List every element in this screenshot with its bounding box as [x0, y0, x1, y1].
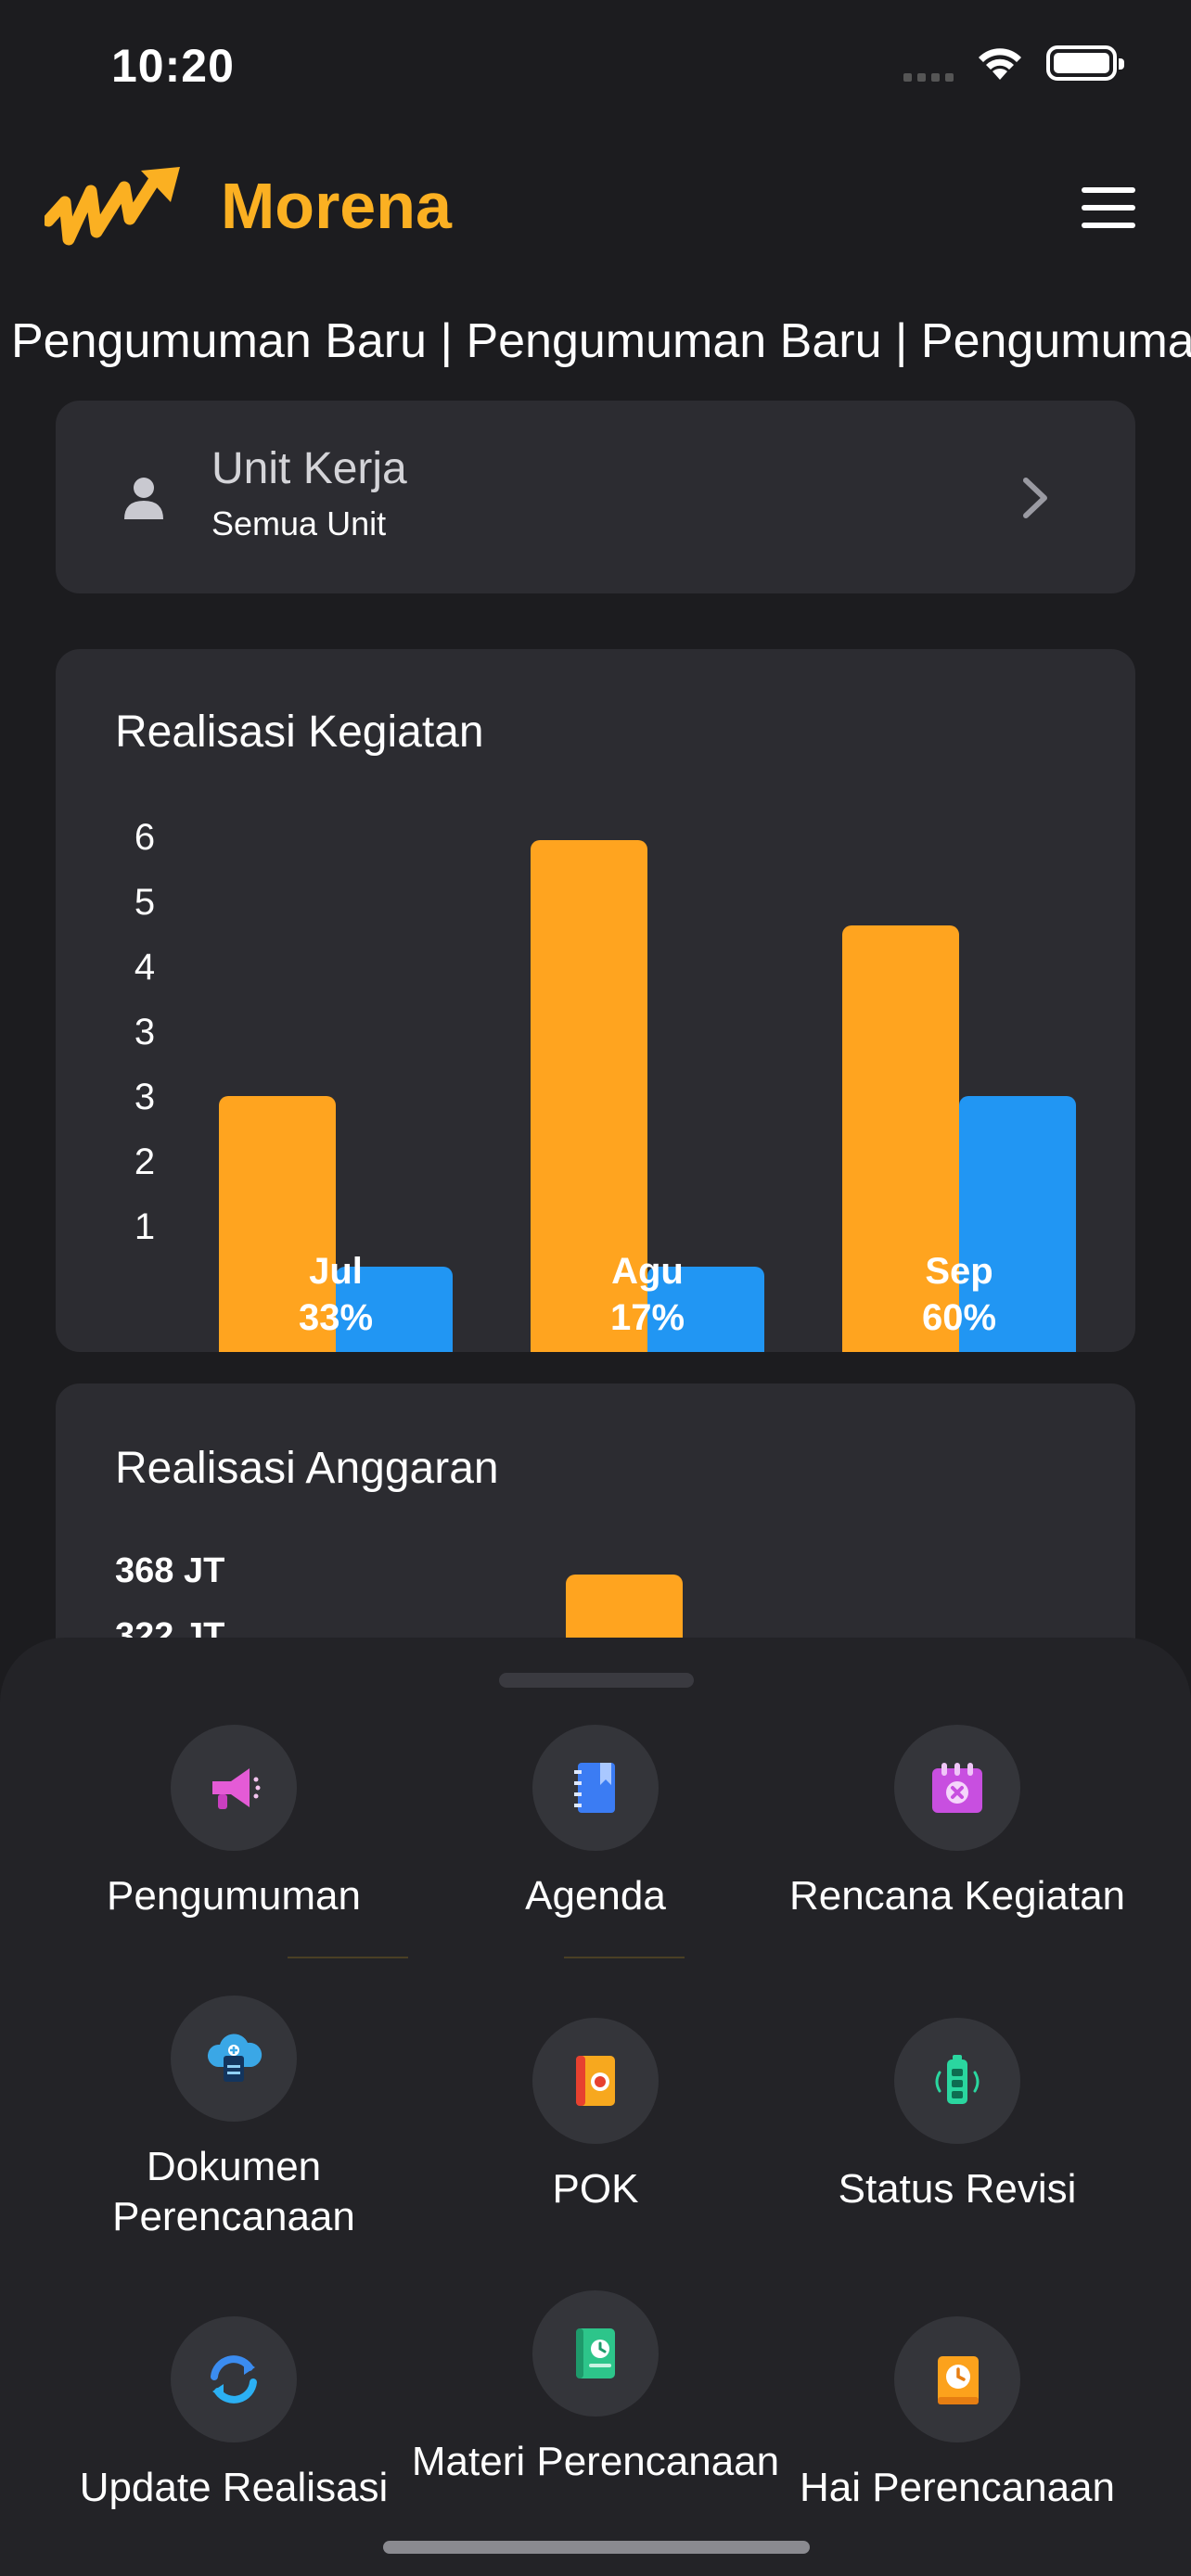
chevron-right-icon: [1023, 478, 1047, 518]
battery-icon: [1046, 45, 1124, 81]
status-bar: 10:20: [0, 0, 1191, 139]
announcement-ticker-text: Pengumuman Baru | Pengumuman Baru | Peng…: [11, 314, 1191, 368]
menu-item-label: Rencana Kegiatan: [788, 1873, 1126, 1919]
morena-logo-icon: [45, 167, 180, 246]
activity-chart-card: Realisasi Kegiatan 6 5 4 3 3 2 1 Jul 33% Agu 17% Se…: [56, 649, 1135, 1352]
menu-item-hai-perencanaan[interactable]: Hai Perencanaan: [762, 2316, 1152, 2513]
percent-label: 60%: [922, 1297, 996, 1338]
menu-item-label: Hai Perencanaan: [799, 2465, 1115, 2510]
divider: [288, 1957, 408, 1958]
menu-item-rencana-kegiatan[interactable]: Rencana Kegiatan: [762, 1725, 1152, 1921]
status-time: 10:20: [111, 40, 235, 92]
calendar-cancel-icon: [932, 1763, 982, 1813]
y-tick-label: 3: [134, 1077, 155, 1117]
status-icons: [903, 45, 1124, 82]
x-category-label: Sep: [925, 1251, 992, 1292]
cellular-signal-icon: [903, 45, 954, 82]
menu-item-label: Update Realisasi: [79, 2465, 389, 2510]
menu-item-materi-perencanaan[interactable]: Materi Perencanaan: [401, 2290, 790, 2487]
y-tick-label: 3: [134, 1012, 155, 1052]
budget-y-tick: 368 JT: [115, 1551, 224, 1590]
bar-agu-series-2: [647, 1267, 764, 1352]
brand-name: Morena: [221, 170, 452, 242]
menu-item-agenda[interactable]: Agenda: [401, 1725, 790, 1921]
menu-item-status-revisi[interactable]: Status Revisi: [762, 2018, 1152, 2214]
unit-selector[interactable]: Unit Kerja Semua Unit: [56, 401, 1135, 593]
y-tick-label: 5: [134, 882, 155, 923]
unit-selector-value: Semua Unit: [211, 504, 387, 542]
book-clock-icon: [576, 2328, 615, 2378]
bar-agu-series-1: [531, 840, 647, 1352]
percent-label: 33%: [299, 1297, 373, 1338]
y-tick-label: 6: [134, 817, 155, 858]
menu-item-label: POK: [552, 2166, 639, 2212]
y-tick-label: 4: [134, 947, 155, 988]
menu-item-label: Agenda: [525, 1873, 666, 1919]
menu-item-dokumen-perencanaan[interactable]: Dokumen Perencanaan: [39, 1996, 429, 2242]
hamburger-menu-icon[interactable]: [1082, 187, 1135, 228]
notebook-icon: [574, 1763, 615, 1813]
menu-item-label: Status Revisi: [838, 2166, 1077, 2212]
activity-chart: 6 5 4 3 3 2 1 Jul 33% Agu 17% Sep 60%: [134, 817, 1076, 1352]
user-icon: [124, 478, 163, 519]
menu-item-pengumuman[interactable]: Pengumuman: [39, 1725, 429, 1921]
menu-item-pok[interactable]: POK: [401, 2018, 790, 2214]
y-tick-label: 1: [134, 1206, 155, 1247]
budget-chart-title: Realisasi Anggaran: [115, 1444, 499, 1493]
wifi-icon: [979, 48, 1021, 80]
refresh-icon: [211, 2355, 257, 2404]
bar-sep-series-2: [959, 1096, 1076, 1352]
divider: [564, 1957, 685, 1958]
unit-selector-title: Unit Kerja: [211, 444, 407, 493]
megaphone-icon: [212, 1768, 261, 1809]
bar-jul-series-2: [336, 1267, 453, 1352]
cloud-document-icon: [207, 2034, 263, 2082]
home-indicator: [383, 2541, 810, 2554]
app-header: Morena: [0, 148, 1191, 269]
book-coin-icon: [576, 2056, 615, 2106]
percent-label: 17%: [610, 1297, 685, 1338]
x-category-label: Jul: [309, 1251, 363, 1292]
menu-item-label: Dokumen Perencanaan: [112, 2144, 355, 2239]
sheet-drag-handle[interactable]: [499, 1673, 694, 1688]
bar-sep-series-1: [842, 925, 959, 1352]
menu-bottom-sheet: Pengumuman Agenda Rencana Kegiatan: [0, 1638, 1191, 2576]
menu-item-label: Materi Perencanaan: [411, 2439, 780, 2484]
battery-status-icon: [935, 2055, 980, 2104]
clock-book-icon: [938, 2356, 979, 2404]
bar-jul-series-1: [219, 1096, 336, 1352]
menu-item-label: Pengumuman: [107, 1873, 361, 1919]
announcement-ticker[interactable]: Pengumuman Baru | Pengumuman Baru | Peng…: [0, 313, 1191, 378]
y-tick-label: 2: [134, 1141, 155, 1182]
menu-item-update-realisasi[interactable]: Update Realisasi: [39, 2316, 429, 2513]
chart-title: Realisasi Kegiatan: [115, 708, 484, 757]
x-category-label: Agu: [611, 1251, 684, 1292]
